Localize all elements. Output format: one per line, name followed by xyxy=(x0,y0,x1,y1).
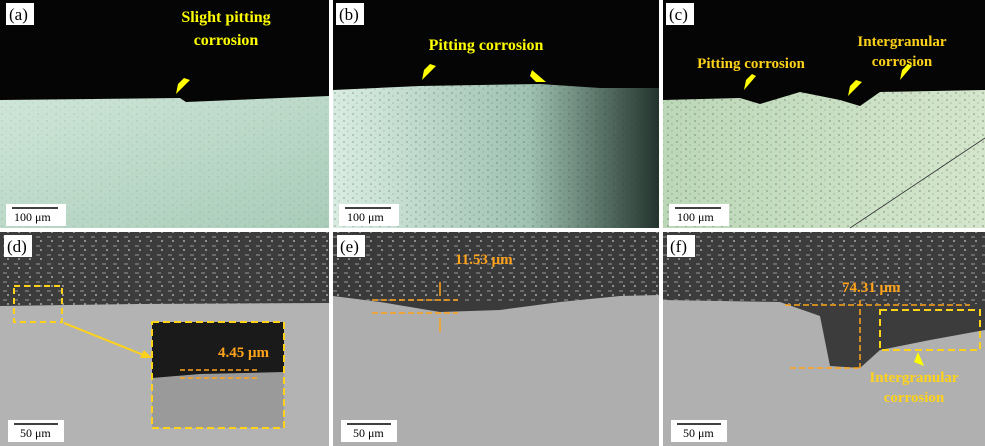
scale-bar: 50 μm xyxy=(20,426,51,440)
panel-d: 4.45 μm (d) 50 μm xyxy=(0,232,329,446)
annotation: corrosion xyxy=(884,390,945,406)
panel-a: (a) Slight pitting corrosion 100 μm xyxy=(0,0,329,228)
panel-label: (a) xyxy=(9,5,28,24)
scale-bar: 50 μm xyxy=(353,426,384,440)
panel-f: 74.31 μm Intergranular corrosion (f) 50 … xyxy=(663,232,985,446)
scale-bar: 50 μm xyxy=(683,426,714,440)
scale-bar: 100 μm xyxy=(347,210,384,224)
annotation: Pitting corrosion xyxy=(697,56,805,72)
panel-label: (d) xyxy=(7,237,27,256)
panel-label: (e) xyxy=(340,237,359,256)
scale-bar: 100 μm xyxy=(14,210,51,224)
scale-bar: 100 μm xyxy=(677,210,714,224)
panel-label: (b) xyxy=(339,5,359,24)
measurement: 4.45 μm xyxy=(218,345,270,361)
measurement: 74.31 μm xyxy=(842,280,901,296)
panel-label: (f) xyxy=(670,237,687,256)
panel-e: 11.53 μm (e) 50 μm xyxy=(333,232,659,446)
annotation: Pitting corrosion xyxy=(429,37,544,54)
measurement: 11.53 μm xyxy=(455,252,513,268)
annotation: corrosion xyxy=(872,54,933,70)
panel-label: (c) xyxy=(669,5,688,24)
annotation: Slight pitting xyxy=(181,9,270,26)
annotation: corrosion xyxy=(194,32,259,49)
annotation: Intergranular xyxy=(869,370,959,386)
annotation: Intergranular xyxy=(857,34,947,50)
panel-c: (c) Pitting corrosion Intergranular corr… xyxy=(663,0,985,228)
figure: (a) Slight pitting corrosion 100 μm (b) … xyxy=(0,0,985,446)
panel-b: (b) Pitting corrosion 100 μm xyxy=(333,0,659,228)
